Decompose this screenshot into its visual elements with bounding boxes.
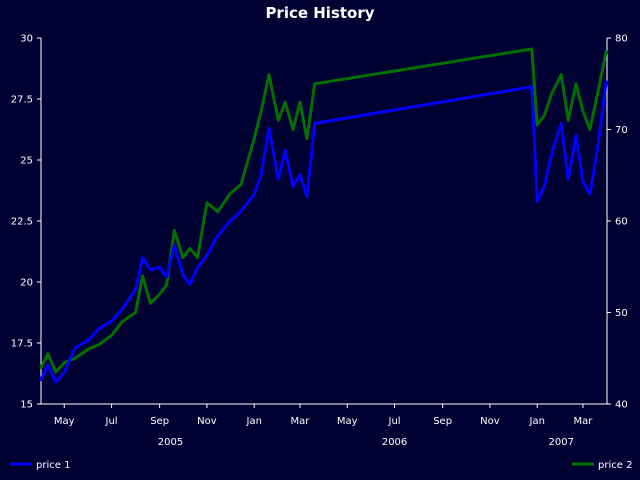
series-line-price-1	[39, 80, 608, 384]
y-left-tick-label: 27.5	[11, 95, 33, 106]
x-month-tick-label: Jan	[529, 416, 545, 427]
series-layer	[39, 47, 608, 384]
axes: 15 17.5 20 22.5 25 27.5 30 40 50 60 70 80 May Jul Sep N…	[11, 34, 628, 449]
chart-title: Price History	[265, 4, 374, 22]
x-month-tick-label: May	[337, 416, 358, 427]
y-left-tick-label: 22.5	[11, 217, 33, 228]
legend: price 1 price 2	[10, 460, 632, 471]
x-year-label: 2007	[549, 437, 574, 448]
x-month-tick-label: Mar	[574, 416, 594, 427]
x-month-tick-label: Jul	[388, 416, 401, 427]
y-left-tick-label: 17.5	[11, 339, 33, 350]
y-left-tick-label: 25	[20, 156, 33, 167]
series-line-price-2	[39, 47, 608, 374]
legend-label-price-1: price 1	[36, 460, 70, 471]
x-year-label: 2005	[158, 437, 183, 448]
y-right-tick-label: 70	[615, 125, 628, 136]
y-right-tick-label: 50	[615, 308, 628, 319]
x-year-label: 2006	[382, 437, 407, 448]
x-month-tick-label: Nov	[480, 416, 500, 427]
x-month-tick-label: Jul	[105, 416, 118, 427]
y-left-tick-label: 30	[20, 34, 33, 45]
legend-label-price-2: price 2	[598, 460, 632, 471]
y-right-tick-label: 40	[615, 400, 628, 411]
x-month-tick-label: May	[54, 416, 75, 427]
x-month-tick-label: Mar	[291, 416, 311, 427]
x-month-tick-label: Jan	[246, 416, 262, 427]
x-month-tick-label: Nov	[197, 416, 217, 427]
y-right-tick-label: 80	[615, 34, 628, 45]
x-month-tick-label: Sep	[433, 416, 452, 427]
x-month-tick-label: Sep	[150, 416, 169, 427]
y-right-tick-label: 60	[615, 217, 628, 228]
y-left-tick-label: 15	[20, 400, 33, 411]
y-left-tick-label: 20	[20, 278, 33, 289]
